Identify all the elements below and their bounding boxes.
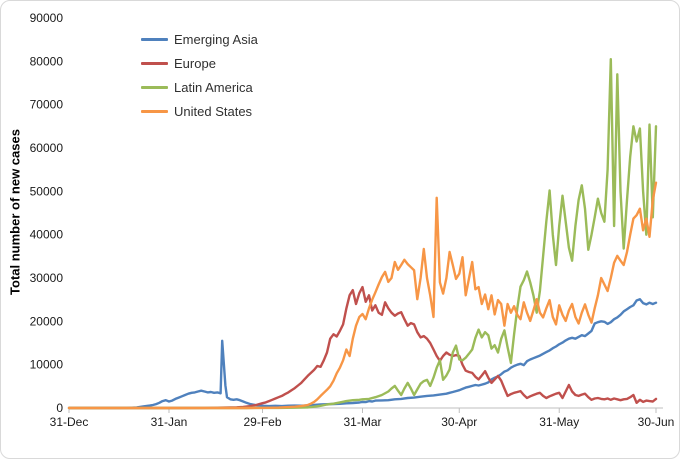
- y-tick-label: 50000: [30, 184, 64, 198]
- legend-swatch-emerging-asia: [141, 38, 168, 41]
- legend-swatch-latin-america: [141, 86, 168, 89]
- series-line-emerging-asia: [67, 298, 658, 410]
- x-tick-label: 31-Dec: [50, 415, 89, 429]
- y-tick-label: 40000: [30, 228, 64, 242]
- x-tick-label: 31-Jan: [151, 415, 188, 429]
- x-tick-label: 30-Apr: [441, 415, 477, 429]
- y-tick-label: 20000: [30, 314, 64, 328]
- x-tick-label: 29-Feb: [244, 415, 282, 429]
- series-line-latin-america: [67, 58, 658, 410]
- x-tick-label: 30-Jun: [638, 415, 675, 429]
- legend-item-europe: Europe: [141, 56, 258, 71]
- x-tick-label: 31-May: [539, 415, 579, 429]
- legend-label-latin-america: Latin America: [174, 80, 253, 95]
- legend-item-latin-america: Latin America: [141, 80, 258, 95]
- legend-label-united-states: United States: [174, 104, 253, 119]
- y-tick-label: 60000: [30, 141, 64, 155]
- legend-item-emerging-asia: Emerging Asia: [141, 32, 258, 47]
- y-tick-label: 70000: [30, 98, 64, 112]
- legend-swatch-united-states: [141, 110, 168, 113]
- legend-label-europe: Europe: [174, 56, 216, 71]
- legend-item-united-states: United States: [141, 104, 258, 119]
- series-line-europe: [67, 285, 658, 410]
- series-line-united-states: [67, 181, 658, 410]
- x-tick-label: 31-Mar: [343, 415, 381, 429]
- y-tick-label: 10000: [30, 358, 64, 372]
- legend-swatch-europe: [141, 62, 168, 65]
- y-tick-label: 30000: [30, 271, 64, 285]
- y-tick-label: 80000: [30, 54, 64, 68]
- legend-label-emerging-asia: Emerging Asia: [174, 32, 258, 47]
- y-tick-label: 90000: [30, 11, 64, 25]
- legend: Emerging Asia Europe Latin America United S…: [141, 32, 258, 119]
- y-tick-label: 0: [56, 401, 63, 415]
